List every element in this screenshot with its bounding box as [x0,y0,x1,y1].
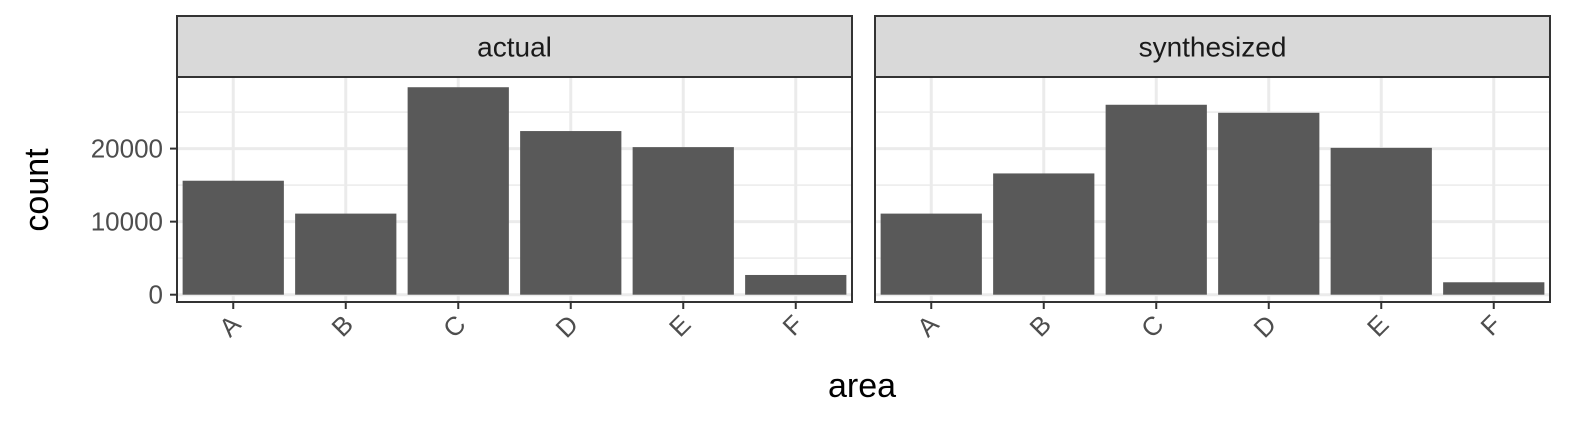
bar-synthesized-C [1105,104,1207,295]
x-tick-label: E [1361,309,1394,342]
x-tick-label: B [1024,309,1057,342]
x-tick-label: C [1135,309,1169,343]
panel-background [177,77,852,302]
y-axis-title: count [18,148,56,232]
x-tick-label: A [911,309,945,343]
facet-strip [176,15,853,78]
bar-synthesized-A [880,213,982,295]
panel-synthesized: synthesized A B C D E F [874,15,1551,344]
x-tick-label: B [326,309,359,342]
facet-label-synthesized: synthesized [1139,32,1287,63]
y-tick-label: 20000 [91,134,163,164]
bar-synthesized-E [1330,147,1432,295]
x-tick-label: D [549,309,583,343]
facet-strip [874,15,1551,78]
bar-actual-E [632,147,734,295]
bar-actual-F [745,274,847,295]
panel-background [875,77,1550,302]
x-tick-label: F [1475,309,1507,341]
panel-actual: actual A B C D E F [176,15,853,344]
x-tick-label: F [777,309,809,341]
bar-actual-A [182,180,284,295]
bar-synthesized-D [1218,112,1320,295]
x-tick-label: E [663,309,696,342]
facet-label-actual: actual [477,32,552,63]
bar-actual-D [520,131,622,295]
bar-synthesized-F [1443,282,1545,295]
x-axis-title: area [828,367,896,405]
bar-actual-B [295,213,397,295]
bar-synthesized-B [993,173,1095,295]
y-axis: 0 10000 20000 [91,134,177,310]
x-tick-label: A [213,309,247,343]
bar-actual-C [407,87,509,295]
x-tick-label: D [1247,309,1281,343]
x-tick-label: C [437,309,471,343]
y-tick-label: 10000 [91,207,163,237]
y-tick-label: 0 [149,280,163,310]
